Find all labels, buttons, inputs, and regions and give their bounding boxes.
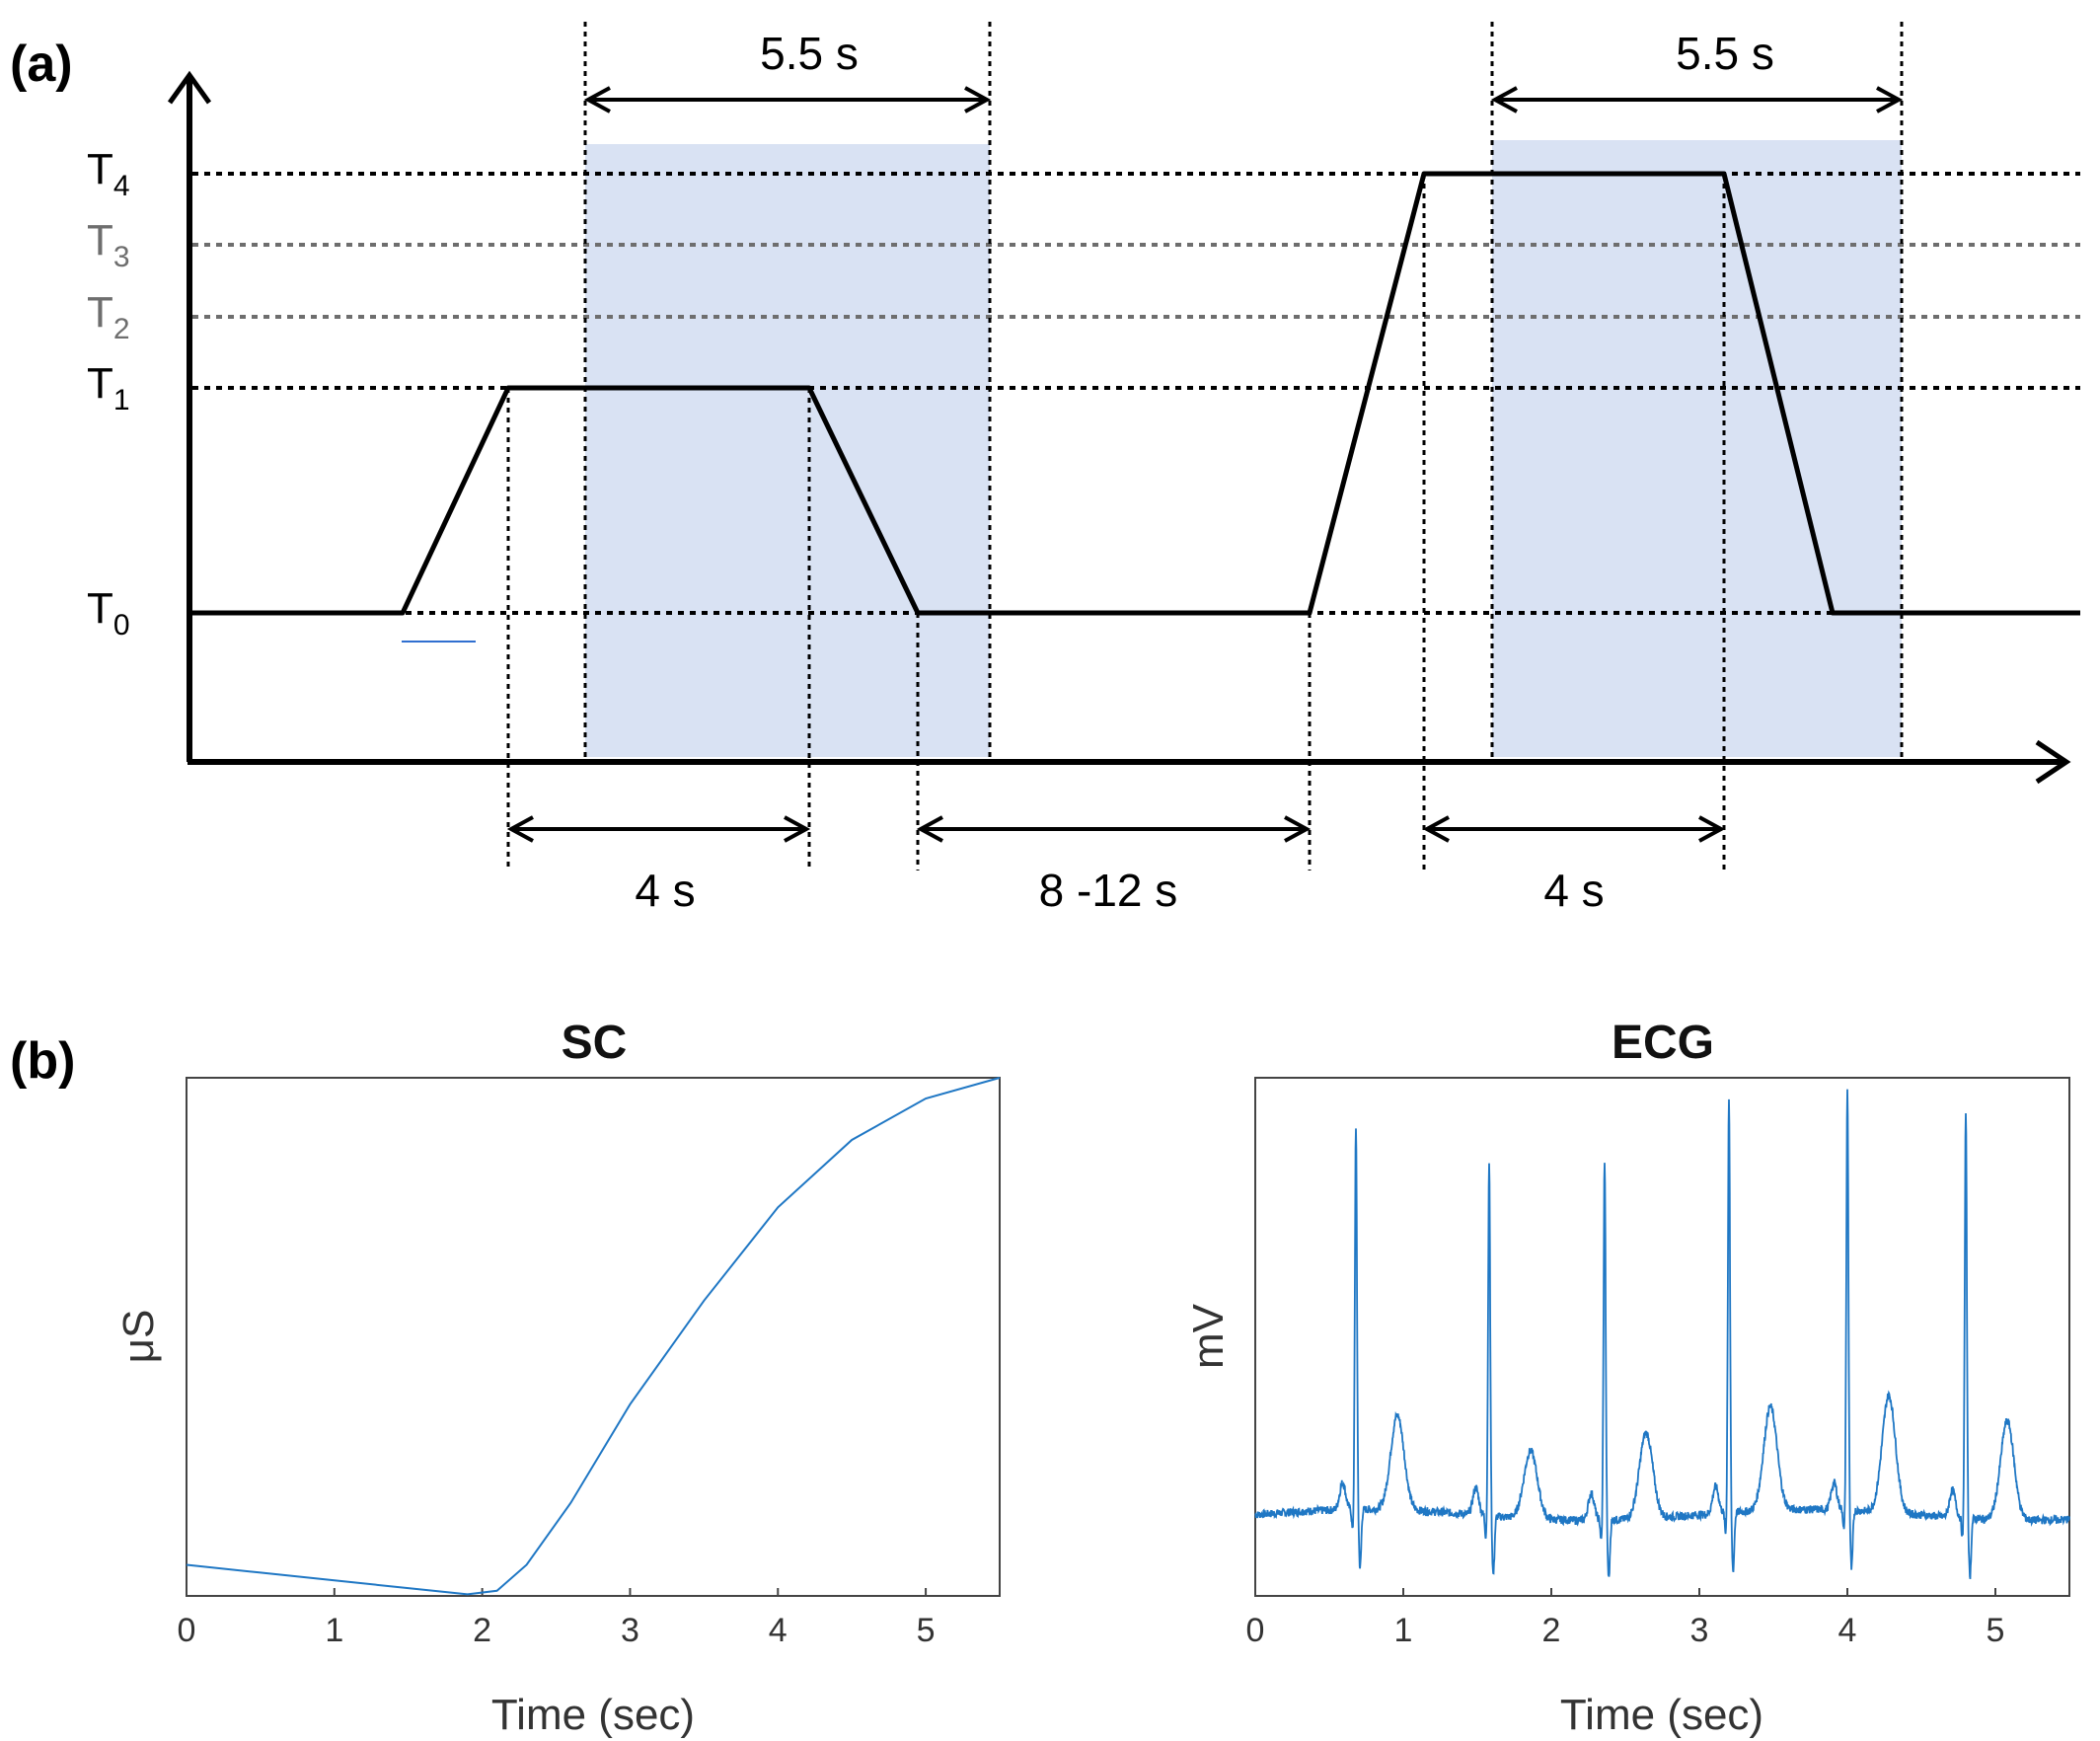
sc-series-line bbox=[186, 1077, 1001, 1596]
panel-b-label: (b) bbox=[10, 1032, 75, 1090]
arrow-window-1 bbox=[583, 86, 992, 114]
sc-x-ticks: 0 1 2 3 4 5 bbox=[178, 1588, 936, 1649]
ecg-plot-frame bbox=[1254, 1077, 2070, 1597]
duration-label-window-1: 5.5 s bbox=[760, 28, 859, 79]
axes-a bbox=[167, 70, 2071, 785]
arrow-interval bbox=[916, 815, 1312, 843]
level-label-t2: T2 bbox=[87, 288, 130, 345]
level-label-t4: T4 bbox=[87, 145, 130, 202]
arrow-plateau-1 bbox=[506, 815, 811, 843]
ecg-x-tick-label: 2 bbox=[1542, 1612, 1561, 1649]
duration-label-plateau-2: 4 s bbox=[1543, 865, 1604, 916]
sc-x-tick-label: 0 bbox=[178, 1612, 196, 1649]
sc-x-tick-label: 5 bbox=[917, 1612, 936, 1649]
sc-plot-frame bbox=[186, 1077, 1001, 1597]
level-label-t0: T0 bbox=[87, 584, 130, 642]
sc-x-tick-label: 2 bbox=[473, 1612, 491, 1649]
level-label-t1: T1 bbox=[87, 359, 130, 416]
ecg-chart: ECG 0 1 2 3 4 5 Time (sec) mV bbox=[1184, 1017, 2070, 1739]
ecg-y-axis-label: mV bbox=[1184, 1303, 1233, 1369]
sc-x-tick-label: 4 bbox=[769, 1612, 788, 1649]
ecg-x-tick-label: 4 bbox=[1838, 1612, 1857, 1649]
panel-a: (a) T4 T3 T2 T1 T0 bbox=[10, 22, 2080, 916]
temperature-profile bbox=[192, 171, 2080, 616]
sc-chart: SC 0 1 2 3 4 5 Time (sec) μS bbox=[114, 1017, 1001, 1739]
sc-x-tick-label: 3 bbox=[621, 1612, 639, 1649]
ecg-x-tick-label: 3 bbox=[1690, 1612, 1709, 1649]
arrow-plateau-2 bbox=[1422, 815, 1726, 843]
panel-b: (b) SC 0 1 2 3 4 5 Time (sec) μS ECG 0 1 2 3 4 5 T… bbox=[10, 1017, 2070, 1739]
duration-label-window-2: 5.5 s bbox=[1676, 28, 1774, 79]
sc-chart-title: SC bbox=[562, 1017, 628, 1069]
sc-y-axis-label: μS bbox=[114, 1310, 163, 1364]
ecg-series-line bbox=[1254, 1089, 2070, 1580]
shaded-window-1 bbox=[585, 144, 990, 757]
ecg-x-ticks: 0 1 2 3 4 5 bbox=[1246, 1588, 2005, 1649]
ecg-x-tick-label: 5 bbox=[1987, 1612, 2005, 1649]
ecg-x-axis-label: Time (sec) bbox=[1560, 1691, 1763, 1739]
sc-x-tick-label: 1 bbox=[325, 1612, 343, 1649]
shaded-window-2 bbox=[1492, 140, 1902, 757]
ecg-x-tick-label: 0 bbox=[1246, 1612, 1265, 1649]
panel-a-label: (a) bbox=[10, 36, 73, 93]
arrow-window-2 bbox=[1490, 86, 1904, 114]
level-label-t3: T3 bbox=[87, 216, 130, 273]
ecg-x-tick-label: 1 bbox=[1394, 1612, 1413, 1649]
duration-label-plateau-1: 4 s bbox=[635, 865, 695, 916]
ecg-chart-title: ECG bbox=[1612, 1017, 1714, 1069]
sc-x-axis-label: Time (sec) bbox=[491, 1691, 695, 1739]
duration-label-interval: 8 -12 s bbox=[1039, 865, 1178, 916]
